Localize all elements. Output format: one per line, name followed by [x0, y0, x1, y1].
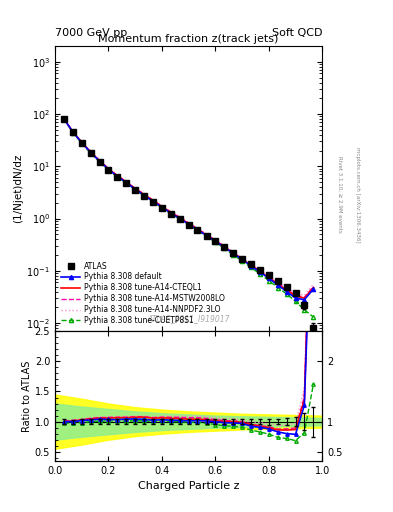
- X-axis label: Charged Particle z: Charged Particle z: [138, 481, 239, 491]
- Title: Momentum fraction z(track jets): Momentum fraction z(track jets): [99, 34, 279, 44]
- Text: mcplots.cern.ch [arXiv:1306.3436]: mcplots.cern.ch [arXiv:1306.3436]: [355, 147, 360, 242]
- Y-axis label: Ratio to ATLAS: Ratio to ATLAS: [22, 360, 32, 432]
- Y-axis label: (1/Njet)dN/dz: (1/Njet)dN/dz: [13, 154, 24, 223]
- Text: ATLAS_2011_I919017: ATLAS_2011_I919017: [147, 314, 230, 323]
- Text: Soft QCD: Soft QCD: [272, 28, 322, 38]
- Text: 7000 GeV pp: 7000 GeV pp: [55, 28, 127, 38]
- Legend: ATLAS, Pythia 8.308 default, Pythia 8.308 tune-A14-CTEQL1, Pythia 8.308 tune-A14: ATLAS, Pythia 8.308 default, Pythia 8.30…: [59, 259, 227, 327]
- Text: Rivet 3.1.10, ≥ 2.9M events: Rivet 3.1.10, ≥ 2.9M events: [338, 156, 342, 233]
